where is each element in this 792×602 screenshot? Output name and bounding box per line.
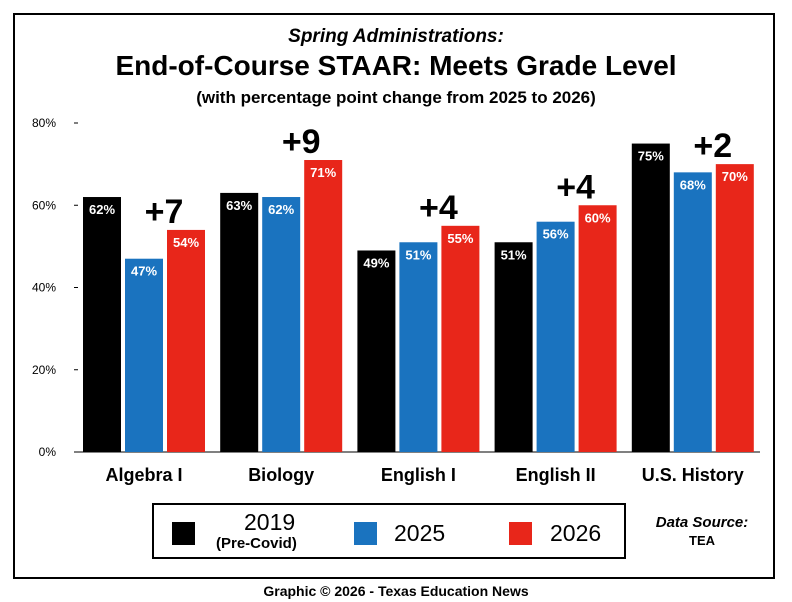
labels: 62% 47% 54% +7 Algebra I 63% 62% 71% +9 Biology 49… [89, 123, 748, 485]
change-annotation: +7 [145, 193, 184, 231]
data-label: 47% [131, 264, 157, 279]
data-label: 71% [310, 165, 336, 180]
data-label: 63% [226, 198, 252, 213]
legend-swatch-2019 [172, 522, 195, 545]
bar-algebra-i-2019 [83, 197, 121, 452]
legend-label-2025: 2025 [394, 520, 446, 546]
bar-algebra-i-2026 [167, 229, 205, 452]
legend-label-2019: 2019 [244, 509, 296, 535]
legend-swatch-2025 [354, 522, 377, 545]
bar-english-i-2026 [441, 225, 480, 452]
chart-note: (with percentage point change from 2025 … [196, 88, 596, 107]
bar-biology-2026 [304, 160, 343, 452]
chart-title: End-of-Course STAAR: Meets Grade Level [115, 50, 677, 81]
y-tick-label: 80% [32, 116, 56, 130]
legend-sublabel-2019: (Pre-Covid) [216, 535, 297, 552]
legend-label-2026: 2026 [550, 520, 602, 546]
data-label: 49% [363, 255, 389, 270]
bar-u-s-history-2019 [631, 143, 670, 452]
y-tick-label: 60% [32, 198, 56, 212]
bar-biology-2019 [220, 192, 259, 452]
bar-english-i-2025 [399, 242, 438, 452]
legend-swatch-2026 [509, 522, 532, 545]
bar-english-i-2019 [357, 250, 396, 452]
footer-credit: Graphic © 2026 - Texas Education News [263, 583, 529, 599]
data-source-value: TEA [689, 533, 715, 548]
data-label: 70% [722, 169, 748, 184]
change-annotation: +2 [693, 127, 732, 165]
chart-subtitle: Spring Administrations: [288, 26, 504, 47]
x-tick-label: Algebra I [105, 465, 182, 485]
data-label: 55% [447, 231, 473, 246]
x-tick-label: U.S. History [642, 465, 744, 485]
bar-english-ii-2026 [578, 205, 617, 452]
data-label: 56% [543, 227, 569, 242]
bar-algebra-i-2025 [125, 258, 163, 452]
data-label: 54% [173, 235, 199, 250]
x-tick-label: English I [381, 465, 456, 485]
change-annotation: +4 [419, 189, 458, 227]
bar-u-s-history-2026 [715, 164, 754, 452]
x-tick-label: English II [516, 465, 596, 485]
change-annotation: +4 [556, 168, 595, 206]
y-tick-label: 40% [32, 281, 56, 295]
bar-biology-2025 [262, 197, 301, 452]
x-tick-label: Biology [248, 465, 314, 485]
data-label: 62% [89, 202, 115, 217]
legend: 2019 (Pre-Covid) 2025 2026 [152, 503, 626, 559]
data-label: 68% [680, 177, 706, 192]
bar-english-ii-2019 [494, 242, 533, 452]
bar-u-s-history-2025 [673, 172, 712, 452]
data-label: 60% [585, 210, 611, 225]
bars [83, 143, 754, 452]
data-label: 62% [268, 202, 294, 217]
data-label: 75% [638, 149, 664, 164]
y-tick-label: 20% [32, 363, 56, 377]
data-source-label: Data Source: [655, 514, 749, 531]
data-label: 51% [405, 247, 431, 262]
change-annotation: +9 [282, 123, 321, 161]
data-label: 51% [501, 247, 527, 262]
y-tick-label: 0% [39, 445, 57, 459]
bar-english-ii-2025 [536, 221, 575, 452]
